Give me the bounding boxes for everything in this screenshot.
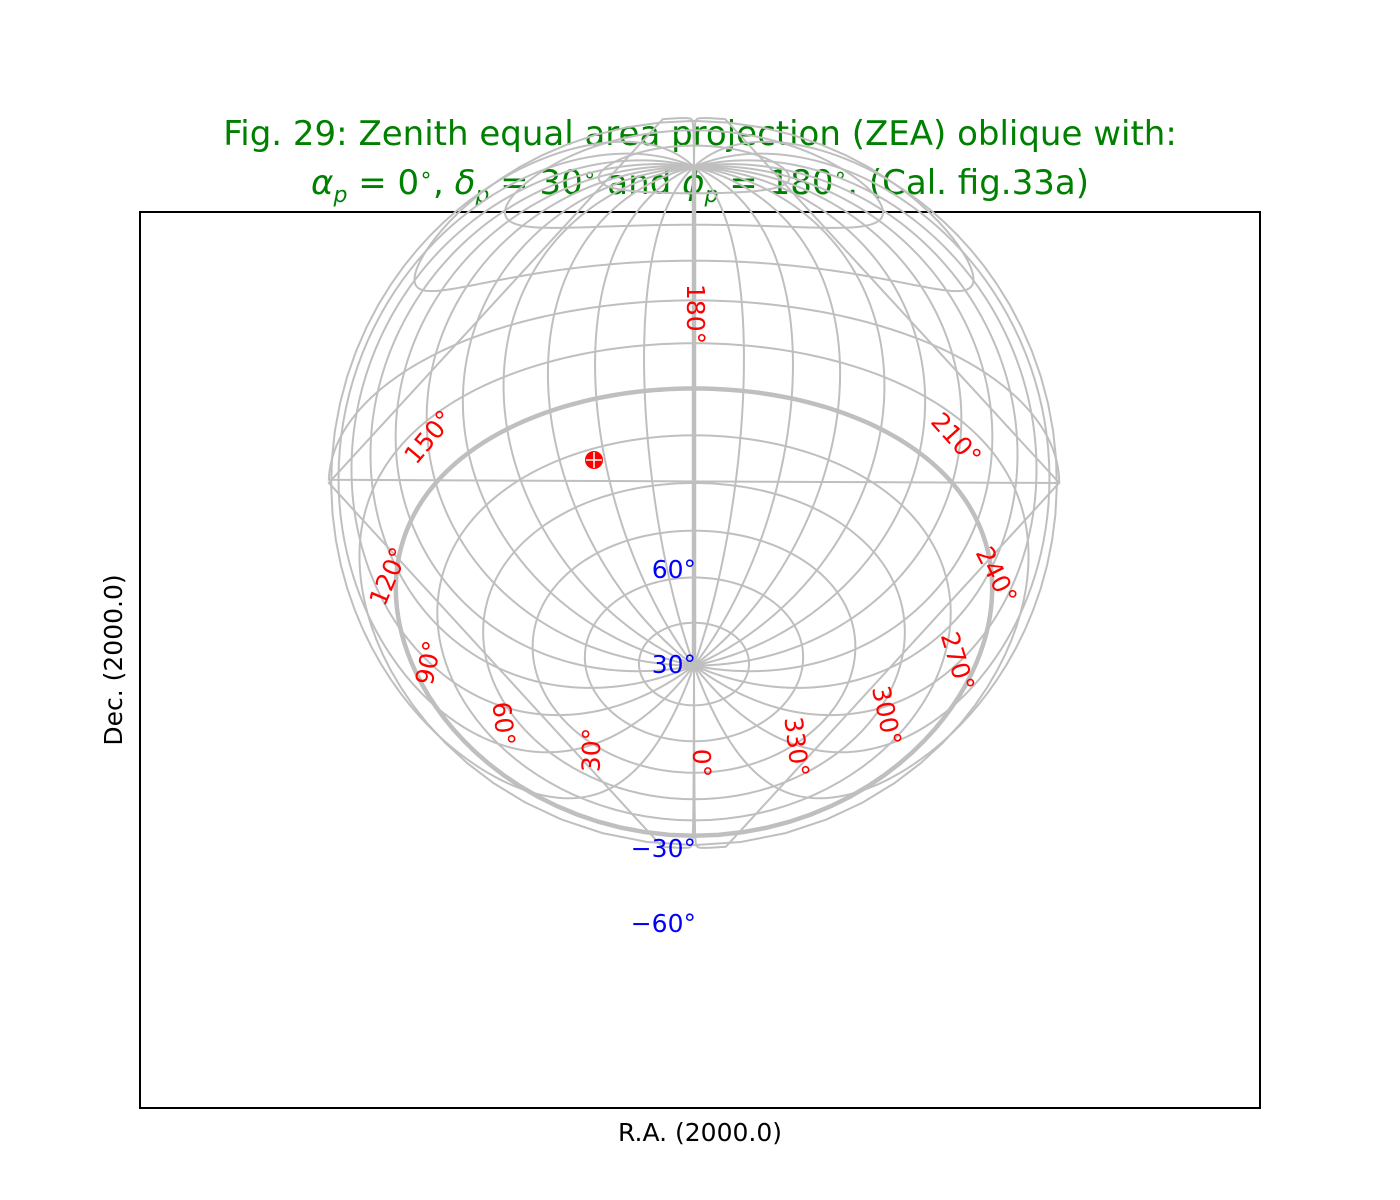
meridian-line [327,117,695,849]
graticule [327,117,1061,849]
meridian-line [594,165,695,667]
meridian-line [693,152,1051,754]
meridian-line [425,165,695,667]
y-axis-label: Dec. (2000.0) [99,574,128,745]
meridian-line [693,165,842,667]
meridian-line [693,165,927,667]
ra-label-210: 210° [925,407,987,471]
meridian-line [693,140,1058,800]
meridian-line [502,165,695,667]
dec-label-30: 30° [652,650,696,679]
meridian-line [461,165,695,667]
dec-label-minus60: −60° [631,909,696,938]
meridian-line [394,165,695,673]
dec-label-60: 60° [652,555,696,584]
ra-label-0: 0° [687,749,716,777]
meridian-line [693,166,745,666]
ra-label-330: 330° [778,715,814,778]
ra-label-300: 300° [866,683,907,748]
meridian-line [693,163,1019,689]
meridian-line [330,140,695,800]
meridian-line [693,165,994,673]
dec-labels: 60° 30° −30° −60° [631,555,696,938]
ra-label-60: 60° [486,700,520,748]
meridian-line [350,159,695,717]
axes-frame [139,211,1261,1109]
meridian-line [693,159,1038,717]
ra-label-30: 30° [577,728,607,773]
figure-title-line1: Fig. 29: Zenith equal area projection (Z… [223,114,1177,154]
meridian-line [643,166,695,666]
ra-label-90: 90° [410,638,448,687]
meridian-line [546,165,695,667]
meridian-line [693,165,963,667]
dec-label-minus30: −30° [631,834,696,863]
ra-label-180: 180° [681,284,710,344]
meridian-line [337,152,695,754]
ra-label-270: 270° [935,629,980,695]
meridian-line [693,165,886,667]
red-dot-marker [585,451,603,469]
ra-label-240: 240° [970,542,1023,609]
x-axis-label: R.A. (2000.0) [618,1118,782,1147]
meridian-line [369,163,695,689]
meridian-line [693,165,794,667]
